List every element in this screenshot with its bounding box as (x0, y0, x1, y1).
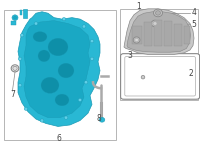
Ellipse shape (18, 84, 22, 87)
Ellipse shape (13, 16, 17, 19)
Ellipse shape (90, 57, 94, 60)
Ellipse shape (40, 119, 44, 122)
Bar (132, 26, 142, 44)
Ellipse shape (24, 107, 28, 110)
Ellipse shape (133, 37, 140, 43)
Text: 1: 1 (137, 2, 141, 11)
Text: 8: 8 (97, 114, 101, 123)
Ellipse shape (34, 22, 38, 25)
Ellipse shape (99, 117, 105, 122)
Ellipse shape (58, 63, 74, 78)
Bar (174, 24, 182, 46)
Bar (23, 9, 27, 18)
Text: 3: 3 (127, 51, 132, 60)
Ellipse shape (55, 94, 69, 106)
Ellipse shape (151, 20, 159, 27)
FancyBboxPatch shape (125, 57, 195, 96)
Text: 6: 6 (57, 134, 61, 143)
Bar (120, 9, 198, 100)
Ellipse shape (18, 57, 22, 60)
Ellipse shape (135, 38, 138, 42)
Ellipse shape (156, 11, 160, 15)
Ellipse shape (153, 22, 157, 25)
Ellipse shape (78, 98, 82, 102)
Bar (154, 20, 162, 46)
Ellipse shape (12, 15, 18, 20)
Bar (20, 10, 22, 15)
Ellipse shape (41, 77, 59, 93)
Ellipse shape (11, 65, 19, 72)
Polygon shape (124, 9, 194, 54)
Bar (11, 21, 16, 25)
Text: 7: 7 (10, 90, 15, 99)
Ellipse shape (33, 32, 47, 42)
FancyBboxPatch shape (121, 54, 200, 99)
Ellipse shape (48, 38, 68, 56)
Ellipse shape (20, 34, 24, 37)
Polygon shape (18, 12, 100, 126)
Ellipse shape (90, 40, 94, 43)
Ellipse shape (141, 75, 145, 79)
Ellipse shape (84, 81, 88, 84)
Ellipse shape (154, 9, 162, 17)
Bar (184, 26, 190, 44)
Bar (164, 21, 172, 46)
Text: 2: 2 (189, 69, 194, 78)
Ellipse shape (82, 25, 86, 28)
Text: 4: 4 (191, 8, 196, 17)
Text: 5: 5 (191, 20, 196, 29)
Polygon shape (24, 21, 90, 118)
Ellipse shape (13, 66, 17, 70)
Ellipse shape (64, 116, 68, 119)
Bar (4, 10, 116, 140)
Bar (144, 22, 152, 46)
Ellipse shape (38, 50, 50, 62)
Polygon shape (127, 12, 190, 52)
Ellipse shape (62, 17, 66, 21)
